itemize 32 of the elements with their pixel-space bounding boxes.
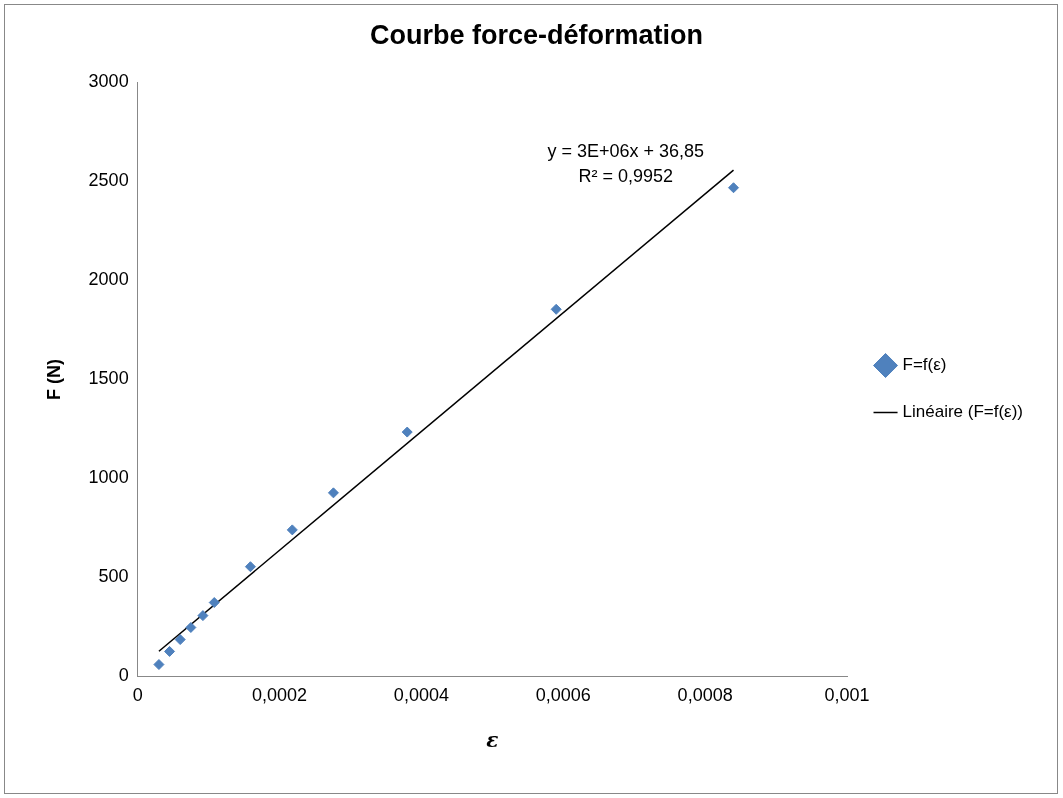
- legend-label: F=f(ε): [902, 355, 947, 375]
- x-axis-title: ε: [486, 728, 499, 753]
- point: [244, 561, 256, 573]
- x-tick-label: 0,0002: [251, 685, 308, 706]
- point: [197, 610, 209, 622]
- y-tick-label: 500: [98, 566, 129, 587]
- legend-label: Linéaire (F=f(ε)): [902, 402, 1024, 422]
- y-tick-label: 3000: [88, 71, 129, 92]
- point: [286, 524, 298, 536]
- point: [174, 634, 186, 646]
- point: [185, 621, 197, 633]
- point: [401, 426, 413, 438]
- x-tick-label: 0,0008: [677, 685, 733, 706]
- y-tick-label: 1000: [88, 467, 129, 488]
- y-axis-title: F (N): [43, 358, 64, 400]
- point: [164, 645, 176, 657]
- y-tick-label: 1500: [88, 368, 129, 389]
- x-tick-label: 0,0006: [535, 685, 591, 706]
- point: [327, 487, 339, 499]
- x-tick-label: 0: [132, 685, 143, 706]
- y-tick-label: 2000: [88, 269, 129, 290]
- point: [728, 182, 740, 194]
- y-tick-label: 0: [118, 665, 129, 686]
- point: [153, 659, 165, 671]
- point: [208, 597, 220, 609]
- annotation: y = 3E+06x + 36,85: [547, 141, 705, 162]
- chart-title: Courbe force-déformation: [369, 19, 704, 50]
- point: [550, 303, 562, 315]
- annotation: R² = 0,9952: [578, 166, 673, 187]
- y-tick-label: 2500: [88, 170, 129, 191]
- x-tick-label: 0,0004: [393, 685, 449, 706]
- x-tick-label: 0,001: [824, 685, 870, 706]
